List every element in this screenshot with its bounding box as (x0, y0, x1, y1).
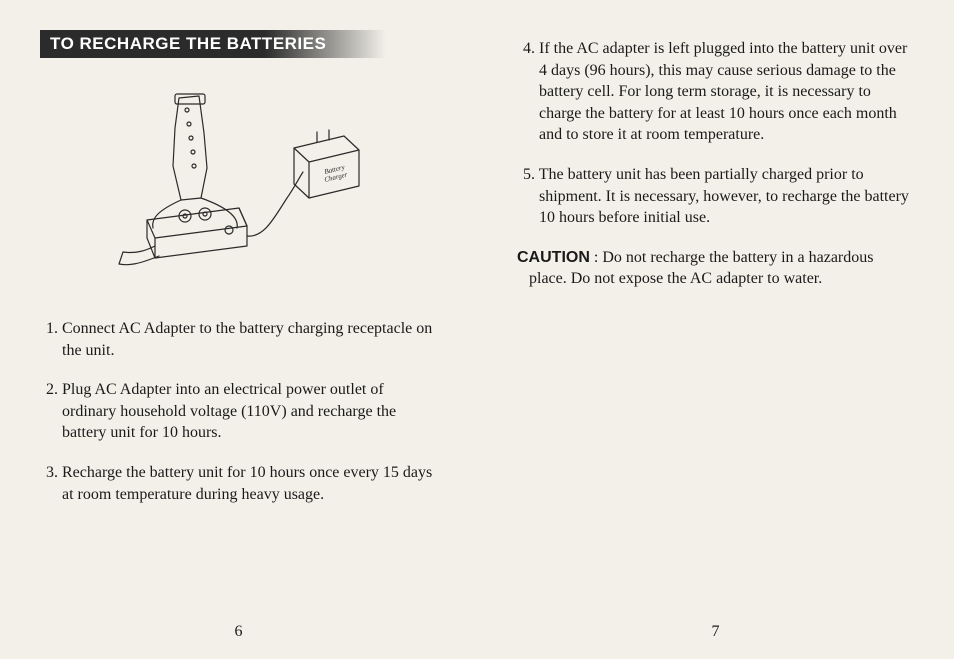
step-1: 1. Connect AC Adapter to the battery cha… (40, 318, 437, 361)
collar-charger-svg: Battery Charger (89, 88, 389, 288)
charger-illustration: Battery Charger (40, 88, 437, 288)
page-number-left: 6 (0, 623, 477, 641)
step-3: 3. Recharge the battery unit for 10 hour… (40, 462, 437, 505)
step-4: 4. If the AC adapter is left plugged int… (517, 38, 914, 146)
right-page: 4. If the AC adapter is left plugged int… (477, 0, 954, 659)
section-heading: TO RECHARGE THE BATTERIES (40, 30, 386, 58)
step-5: 5. The battery unit has been partially c… (517, 164, 914, 229)
step-2: 2. Plug AC Adapter into an electrical po… (40, 379, 437, 444)
caution-note: CAUTION : Do not recharge the battery in… (517, 247, 914, 290)
left-page: TO RECHARGE THE BATTERIES (0, 0, 477, 659)
page-number-right: 7 (477, 623, 954, 641)
caution-label: CAUTION (517, 249, 590, 266)
